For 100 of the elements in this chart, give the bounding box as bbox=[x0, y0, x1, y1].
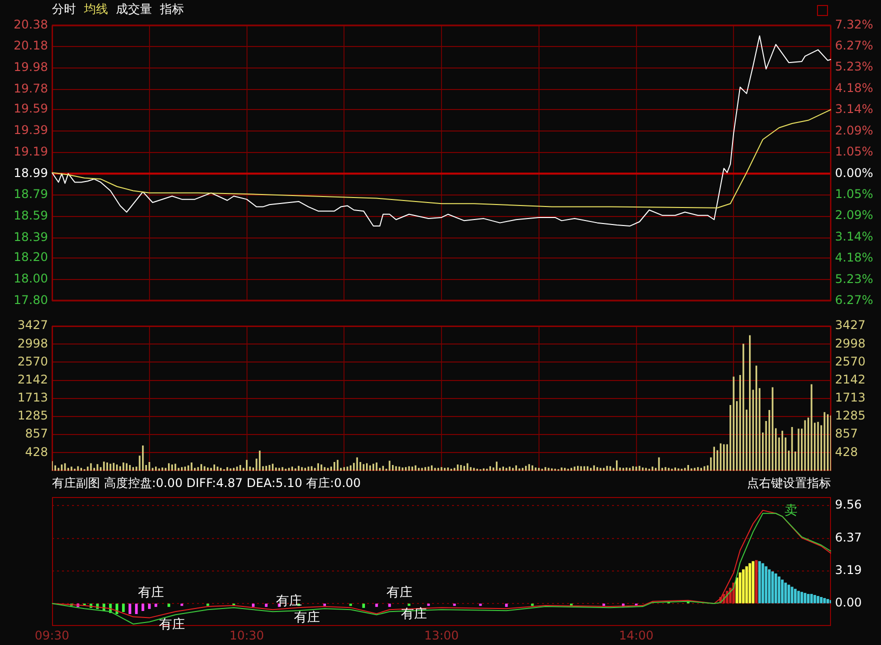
x-tick-label: 09:30 bbox=[34, 628, 70, 642]
annotation: 卖 bbox=[784, 504, 798, 519]
bar bbox=[826, 599, 830, 604]
y2-tick-label: 2.09% bbox=[835, 123, 874, 138]
annotation: 有庄 bbox=[276, 594, 302, 609]
y2-tick-label: 2142 bbox=[835, 372, 866, 386]
y-tick-label: 2142 bbox=[17, 372, 48, 386]
bar bbox=[762, 563, 764, 604]
bar bbox=[742, 569, 745, 604]
y2-tick-label: 857 bbox=[835, 426, 858, 441]
y2-tick-label: 6.27% bbox=[835, 38, 874, 53]
bar bbox=[780, 580, 784, 604]
bar bbox=[362, 604, 365, 608]
bar bbox=[738, 572, 742, 604]
y-tick-label: 428 bbox=[25, 444, 48, 459]
bar bbox=[778, 576, 780, 604]
y-tick-label: 18.79 bbox=[14, 187, 48, 202]
bar bbox=[787, 584, 790, 604]
y2-tick-label: 1.05% bbox=[835, 187, 874, 202]
bar bbox=[505, 604, 508, 607]
bar bbox=[820, 597, 823, 604]
y-tick-label: 18.00 bbox=[14, 272, 48, 286]
bar bbox=[748, 563, 752, 604]
y2-tick-label: 1285 bbox=[835, 408, 866, 423]
y-tick-label: 18.39 bbox=[14, 230, 48, 244]
y-tick-label: 19.39 bbox=[14, 123, 48, 138]
bar bbox=[128, 604, 132, 614]
y-tick-label: 1285 bbox=[17, 408, 48, 423]
annotation: 有庄 bbox=[138, 586, 164, 601]
y2-tick-label: 2570 bbox=[835, 354, 866, 368]
text: 点右键设置指标 bbox=[747, 476, 831, 490]
chart-title: 有庄副图 高度控盘:0.00 DIFF:4.87 DEA:5.10 有庄:0.00 bbox=[52, 476, 361, 490]
chart-title: 分时 bbox=[52, 2, 76, 16]
y2-tick-label: 2.09% bbox=[835, 208, 874, 222]
y2-tick-label: 3.14% bbox=[835, 102, 874, 116]
y-tick-label: 18.20 bbox=[14, 250, 48, 264]
y2-tick-label: 0.00% bbox=[835, 166, 874, 180]
bar bbox=[768, 569, 771, 604]
y2-tick-label: 3427 bbox=[835, 318, 866, 332]
y2-tick-label: 428 bbox=[835, 444, 858, 459]
bar bbox=[794, 588, 797, 604]
bar bbox=[755, 560, 758, 604]
bar bbox=[148, 604, 151, 609]
y-tick-label: 19.78 bbox=[14, 81, 48, 96]
text: 指标 bbox=[160, 2, 184, 16]
bar bbox=[816, 596, 820, 604]
annotation: 有庄 bbox=[386, 586, 412, 601]
bar bbox=[810, 594, 813, 604]
y-tick-label: 20.38 bbox=[14, 17, 48, 32]
bar bbox=[806, 594, 810, 604]
bar bbox=[252, 604, 255, 607]
bar bbox=[797, 590, 800, 604]
y2-tick-label: 4.18% bbox=[835, 250, 874, 265]
y2-tick-label: 3.19 bbox=[835, 562, 862, 577]
y-tick-label: 2570 bbox=[17, 354, 48, 368]
y-tick-label: 3427 bbox=[17, 318, 48, 332]
bar bbox=[758, 561, 761, 604]
y-tick-label: 19.19 bbox=[14, 144, 48, 158]
y2-tick-label: 5.23% bbox=[835, 272, 874, 286]
y2-tick-label: 1713 bbox=[835, 390, 866, 405]
y-tick-label: 857 bbox=[25, 426, 48, 441]
bar bbox=[771, 571, 774, 604]
y-tick-label: 19.98 bbox=[14, 60, 48, 74]
y-tick-label: 19.59 bbox=[14, 102, 48, 116]
bar bbox=[388, 604, 391, 607]
bar bbox=[823, 598, 826, 604]
y2-tick-label: 1.05% bbox=[835, 144, 874, 158]
y2-tick-label: 6.37 bbox=[835, 530, 862, 544]
y2-tick-label: 6.27% bbox=[835, 292, 874, 307]
bar bbox=[142, 604, 144, 611]
bar bbox=[154, 604, 158, 607]
bar bbox=[784, 582, 787, 604]
annotation: 有庄 bbox=[294, 610, 320, 626]
y2-tick-label: 0.00 bbox=[835, 596, 862, 610]
y-tick-label: 17.80 bbox=[14, 292, 48, 307]
bar bbox=[774, 573, 778, 604]
bar bbox=[135, 604, 138, 614]
y2-tick-label: 9.56 bbox=[835, 498, 862, 512]
x-tick-label: 13:00 bbox=[424, 628, 459, 642]
bar bbox=[122, 604, 125, 612]
x-tick-label: 10:30 bbox=[229, 628, 264, 642]
y2-tick-label: 4.18% bbox=[835, 81, 874, 96]
y-tick-label: 20.18 bbox=[14, 38, 48, 53]
y2-tick-label: 2998 bbox=[835, 336, 866, 350]
y-tick-label: 1713 bbox=[17, 390, 48, 405]
annotation: 有庄 bbox=[159, 617, 186, 632]
annotation: 有庄 bbox=[400, 607, 427, 622]
y2-tick-label: 5.23% bbox=[835, 60, 874, 74]
bar bbox=[168, 604, 170, 607]
bar bbox=[800, 592, 804, 604]
text: 成交量 bbox=[116, 2, 152, 16]
y-tick-label: 18.59 bbox=[14, 208, 48, 223]
bar bbox=[264, 604, 268, 607]
bar bbox=[804, 592, 806, 604]
bar bbox=[375, 604, 378, 607]
y-tick-label: 2998 bbox=[17, 336, 48, 350]
y2-tick-label: 3.14% bbox=[835, 229, 874, 244]
y-tick-label: 18.99 bbox=[14, 166, 48, 180]
bar bbox=[764, 566, 768, 604]
text: 均线 bbox=[84, 2, 108, 16]
